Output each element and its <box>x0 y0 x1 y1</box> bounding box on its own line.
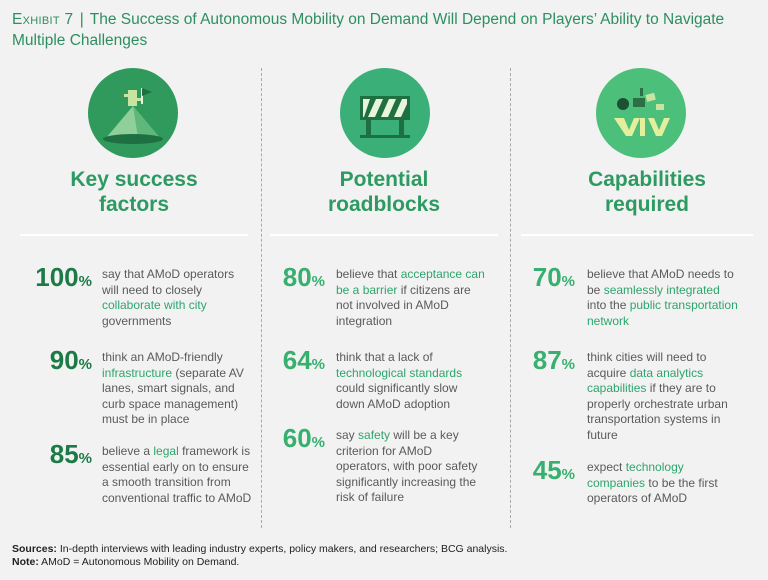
column-title: Capabilities required <box>533 167 761 217</box>
desc-highlight: acceptance can be a barrier <box>336 267 485 297</box>
exhibit-title: Exhibit 7 | The Success of Autonomous Mo… <box>12 9 752 51</box>
column-title: Potential roadblocks <box>270 167 498 217</box>
percent-sign: % <box>78 273 92 290</box>
stat-percent: 60% <box>270 424 325 457</box>
percent-value: 90 <box>49 345 79 375</box>
column-title-line: factors <box>98 193 170 216</box>
desc-text: think an AMoD-friendly <box>102 350 223 364</box>
stat-description: think cities will need to acquire data a… <box>587 350 739 444</box>
desc-text: believe that AMoD needs to be <box>587 267 734 297</box>
stat-percent: 90% <box>20 346 92 379</box>
stat-description: believe that AMoD needs to be seamlessly… <box>587 267 739 329</box>
percent-value: 85 <box>49 439 79 469</box>
column-title-line: required <box>604 193 690 216</box>
percent-value: 45 <box>532 455 562 485</box>
desc-text: if citizens are not involved in AMoD int… <box>336 282 471 328</box>
desc-highlight: data analytics capabilities <box>587 365 704 396</box>
stat-description: believe that acceptance can be a barrier… <box>336 267 488 329</box>
percent-sign: % <box>78 450 92 467</box>
percent-sign: % <box>311 356 325 373</box>
percent-sign: % <box>311 434 325 451</box>
percent-value: 80 <box>282 262 312 292</box>
column-divider <box>510 68 511 528</box>
percent-sign: % <box>311 273 325 290</box>
stat-description: think that a lack of technological stand… <box>336 350 488 412</box>
percent-sign: % <box>78 356 92 373</box>
desc-text: governments <box>102 313 172 328</box>
roadblock-barrier-icon <box>340 68 430 158</box>
percent-sign: % <box>561 273 575 290</box>
column-divider <box>261 68 262 528</box>
stat-percent: 64% <box>270 346 325 379</box>
column-title-line: Key success <box>70 168 198 191</box>
stat-description: say safety will be a key criterion for A… <box>336 428 488 506</box>
percent-value: 100 <box>35 262 79 292</box>
desc-text: believe that <box>336 267 401 281</box>
desc-highlight: technology companies <box>587 460 684 490</box>
percent-value: 60 <box>282 423 312 453</box>
stat-percent: 100% <box>20 263 92 296</box>
column-rule <box>270 234 498 236</box>
stat-description: believe a legal framework is essential e… <box>102 444 254 506</box>
capabilities-icon <box>596 68 686 158</box>
stat-description: think an AMoD-friendly infrastructure (s… <box>102 350 254 428</box>
desc-text: expect <box>587 460 626 474</box>
stat-percent: 85% <box>20 440 92 473</box>
sources-text: In-depth interviews with leading industr… <box>56 543 508 555</box>
column-title-line: Potential <box>339 168 429 191</box>
percent-value: 64 <box>282 345 312 375</box>
percent-sign: % <box>561 466 575 483</box>
sources-line: Sources: In-depth interviews with leadin… <box>12 543 762 556</box>
stat-description: say that AMoD operators will need to clo… <box>102 267 254 329</box>
note-text: AMoD = Autonomous Mobility on Demand. <box>38 556 240 568</box>
footer-notes: Sources: In-depth interviews with leadin… <box>12 543 762 569</box>
exhibit-number: Exhibit 7 <box>12 11 74 28</box>
percent-sign: % <box>561 356 575 373</box>
note-label: Note: <box>12 556 39 568</box>
stat-percent: 45% <box>521 456 575 489</box>
column-rule <box>521 234 753 236</box>
desc-text: to be the first operators of AMoD <box>587 475 718 506</box>
column-title-line: roadblocks <box>327 193 441 216</box>
desc-text: (separate AV lanes, smart signals, and c… <box>102 365 244 427</box>
desc-text: think that a lack of <box>336 350 433 364</box>
desc-highlight: infrastructure <box>102 365 173 380</box>
desc-text: will be a key criterion for AMoD operato… <box>336 428 478 505</box>
column-title: Key success factors <box>20 167 248 217</box>
desc-text: say that AMoD operators will need to clo… <box>102 267 235 297</box>
desc-text: if they are to properly orchestrate urba… <box>587 381 728 442</box>
desc-text: say <box>336 428 359 442</box>
note-line: Note: AMoD = Autonomous Mobility on Dema… <box>12 556 762 569</box>
desc-highlight: seamlessly integrated <box>603 282 720 297</box>
desc-text: think cities will need to acquire <box>587 350 707 380</box>
column-rule <box>20 234 248 236</box>
sources-label: Sources: <box>12 543 57 555</box>
stat-percent: 87% <box>521 346 575 379</box>
desc-highlight: safety <box>358 428 391 442</box>
desc-highlight: legal <box>153 444 179 458</box>
stat-description: expect technology companies to be the fi… <box>587 460 739 507</box>
stat-percent: 80% <box>270 263 325 296</box>
stat-percent: 70% <box>521 263 575 296</box>
desc-text: framework is essential early on to ensur… <box>102 444 252 505</box>
desc-highlight: public transportation network <box>587 298 738 328</box>
desc-highlight: collaborate with city <box>102 298 207 313</box>
mountain-flag-icon <box>88 68 178 158</box>
desc-text: believe a <box>102 444 154 458</box>
desc-highlight: technological standards <box>336 365 463 380</box>
desc-text: could significantly slow down AMoD adopt… <box>336 381 458 411</box>
column-title-line: Capabilities <box>588 168 706 191</box>
percent-value: 70 <box>532 262 562 292</box>
title-separator: | <box>79 11 84 28</box>
percent-value: 87 <box>532 345 562 375</box>
desc-text: into the <box>587 298 630 313</box>
exhibit-title-text: The Success of Autonomous Mobility on De… <box>12 11 725 49</box>
